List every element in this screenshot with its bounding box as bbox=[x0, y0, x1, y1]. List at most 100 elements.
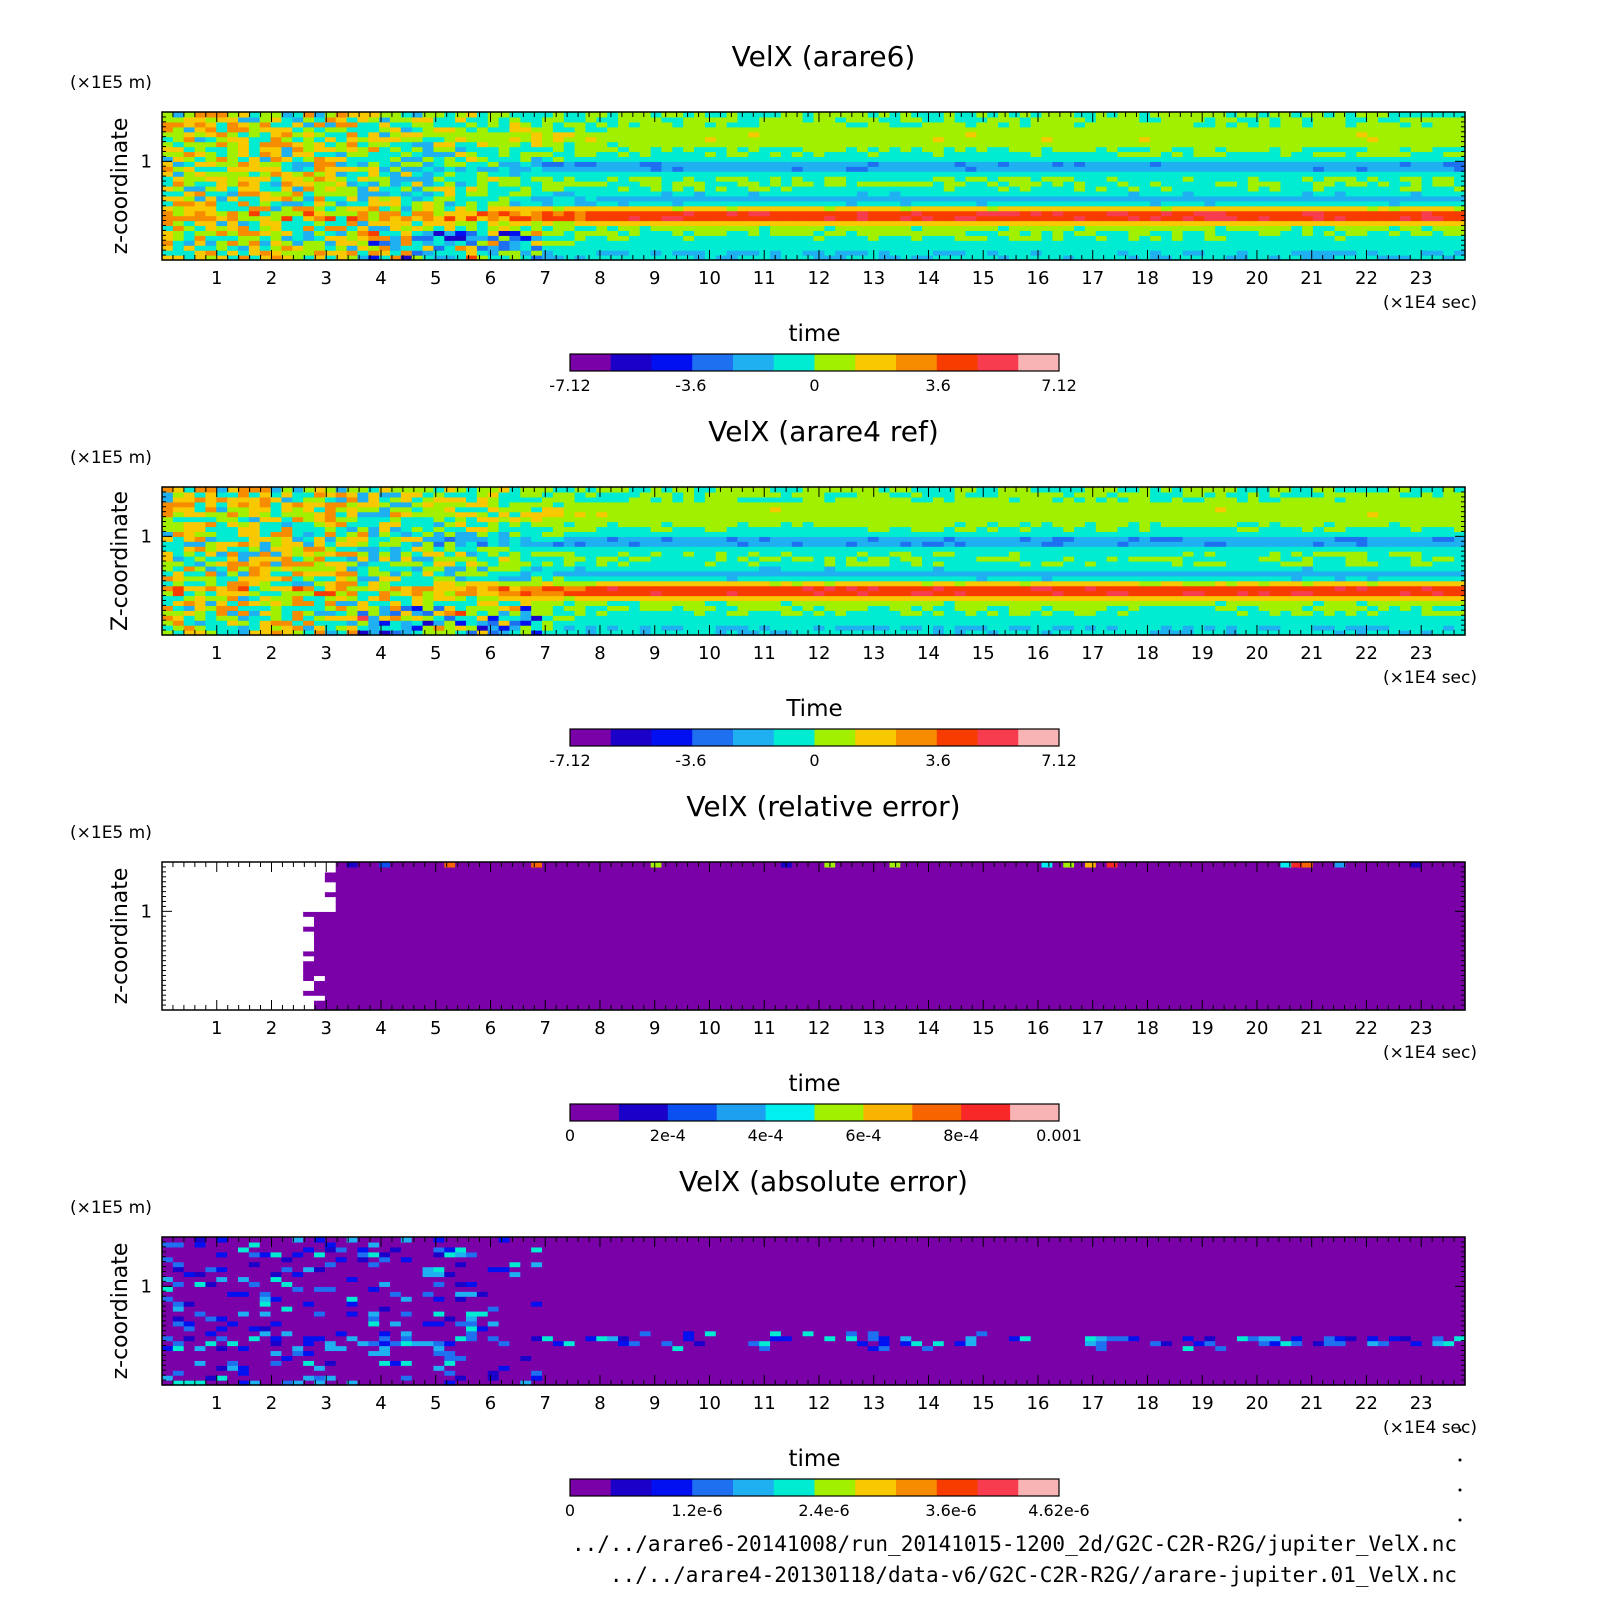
x-tick-label: 17 bbox=[1081, 643, 1104, 664]
x-tick-label: 16 bbox=[1027, 268, 1050, 289]
x-tick-label: 18 bbox=[1136, 1018, 1159, 1039]
x-tick-label: 7 bbox=[540, 1393, 551, 1414]
x-tick-label: 14 bbox=[917, 1393, 940, 1414]
x-tick-label: 22 bbox=[1355, 1018, 1378, 1039]
x-tick-label: 8 bbox=[594, 268, 605, 289]
colorbar-label: -7.12 bbox=[549, 376, 590, 395]
colorbar-swatch bbox=[936, 729, 978, 746]
colorbar-label: 0 bbox=[809, 751, 819, 770]
colorbar: -7.12 -3.6 0 3.6 7.12 bbox=[549, 728, 1077, 770]
x-tick-label: 19 bbox=[1191, 1393, 1214, 1414]
x-tick-label: 2 bbox=[266, 1393, 277, 1414]
colorbar-label: 0.001 bbox=[1036, 1126, 1082, 1145]
colorbar-label: 4e-4 bbox=[748, 1126, 784, 1145]
x-tick-label: 17 bbox=[1081, 1393, 1104, 1414]
x-tick-label: 15 bbox=[972, 643, 995, 664]
x-tick-label: 5 bbox=[430, 1018, 441, 1039]
colorbar-label: -3.6 bbox=[675, 376, 706, 395]
file-path-2: ../../arare4-20130118/data-v6/G2C-C2R-R2… bbox=[609, 1563, 1457, 1587]
x-tick-label: 20 bbox=[1246, 268, 1269, 289]
colorbar-swatch bbox=[651, 354, 693, 371]
x-tick-label: 6 bbox=[485, 1393, 496, 1414]
x-tick-label: 12 bbox=[808, 643, 831, 664]
axis-ticks bbox=[161, 486, 1466, 636]
colorbar-swatch bbox=[773, 1479, 815, 1496]
colorbar-swatch bbox=[570, 729, 612, 746]
x-unit-label: (×1E4 sec) bbox=[1383, 1043, 1477, 1063]
colorbar-swatch bbox=[1018, 354, 1060, 371]
x-tick-label: 11 bbox=[753, 643, 776, 664]
x-tick-label: 15 bbox=[972, 1393, 995, 1414]
x-tick-label: 11 bbox=[753, 268, 776, 289]
x-tick-label: 23 bbox=[1410, 1393, 1433, 1414]
x-tick-label: 8 bbox=[594, 1393, 605, 1414]
x-tick-label: 13 bbox=[862, 643, 885, 664]
x-tick-label: 9 bbox=[649, 643, 660, 664]
marker-dot bbox=[1458, 1428, 1462, 1432]
colorbar-swatch bbox=[773, 354, 815, 371]
y-tick-label: 1 bbox=[141, 526, 152, 547]
x-tick-label: 17 bbox=[1081, 268, 1104, 289]
x-tick-label: 7 bbox=[540, 643, 551, 664]
colorbar: 0 1.2e-6 2.4e-6 3.6e-6 4.62e-6 bbox=[565, 1478, 1090, 1520]
x-tick-label: 8 bbox=[594, 1018, 605, 1039]
y-axis-label: z-coordinate bbox=[108, 118, 133, 255]
y-axis-label: Z-coordinate bbox=[108, 491, 133, 631]
chart-title-1: VelX (arare6) bbox=[732, 40, 916, 73]
x-tick-label: 12 bbox=[808, 1018, 831, 1039]
x-tick-label: 8 bbox=[594, 643, 605, 664]
x-tick-label: 1 bbox=[211, 1393, 222, 1414]
colorbar-swatch bbox=[814, 354, 856, 371]
heatmap-cells bbox=[162, 1237, 1466, 1386]
x-tick-label: 1 bbox=[211, 268, 222, 289]
colorbar-label: 2.4e-6 bbox=[798, 1501, 849, 1520]
colorbar-swatch bbox=[936, 354, 978, 371]
x-tick-label: 10 bbox=[698, 1018, 721, 1039]
x-tick-label: 17 bbox=[1081, 1018, 1104, 1039]
heatmap-cells bbox=[162, 487, 1466, 636]
colorbar-label: 4.62e-6 bbox=[1028, 1501, 1089, 1520]
colorbar-swatch bbox=[1018, 1479, 1060, 1496]
x-unit-label: (×1E4 sec) bbox=[1383, 668, 1477, 688]
colorbar-swatch bbox=[733, 354, 775, 371]
x-tick-label: 3 bbox=[321, 268, 332, 289]
x-tick-label: 1 bbox=[211, 1018, 222, 1039]
x-tick-label: 16 bbox=[1027, 643, 1050, 664]
colorbar-swatch bbox=[610, 1479, 652, 1496]
colorbar-label: 1.2e-6 bbox=[671, 1501, 722, 1520]
x-tick-label: 14 bbox=[917, 643, 940, 664]
x-tick-label: 6 bbox=[485, 643, 496, 664]
x-tick-label: 11 bbox=[753, 1393, 776, 1414]
colorbar: 0 2e-4 4e-4 6e-4 8e-4 0.001 bbox=[565, 1103, 1082, 1145]
colorbar-label: 0 bbox=[565, 1501, 575, 1520]
colorbar-swatch bbox=[814, 1479, 856, 1496]
x-tick-label: 19 bbox=[1191, 1018, 1214, 1039]
colorbar-swatch bbox=[651, 1479, 693, 1496]
x-tick-label: 22 bbox=[1355, 1393, 1378, 1414]
x-tick-label: 20 bbox=[1246, 643, 1269, 664]
colorbar-label: 7.12 bbox=[1041, 376, 1077, 395]
x-tick-label: 6 bbox=[485, 268, 496, 289]
y-unit-label: (×1E5 m) bbox=[70, 73, 152, 93]
colorbar-swatch bbox=[863, 1104, 913, 1121]
x-tick-label: 23 bbox=[1410, 268, 1433, 289]
x-tick-label: 5 bbox=[430, 268, 441, 289]
x-axis-label: Time bbox=[785, 696, 842, 722]
x-tick-label: 12 bbox=[808, 1393, 831, 1414]
x-tick-label: 13 bbox=[862, 1018, 885, 1039]
colorbar-swatch bbox=[667, 1104, 718, 1121]
x-tick-label: 9 bbox=[649, 1018, 660, 1039]
marker-dot bbox=[1458, 1488, 1462, 1492]
panel-4: VelX (absolute error) (×1E5 m) z-coordinat… bbox=[70, 1165, 1477, 1520]
x-tick-label: 9 bbox=[649, 268, 660, 289]
x-tick-label: 3 bbox=[321, 1393, 332, 1414]
x-tick-label: 20 bbox=[1246, 1393, 1269, 1414]
chart-title-2: VelX (arare4 ref) bbox=[708, 415, 939, 448]
x-tick-label: 21 bbox=[1300, 1018, 1323, 1039]
colorbar-swatch bbox=[733, 729, 775, 746]
y-unit-label: (×1E5 m) bbox=[70, 823, 152, 843]
x-tick-label: 21 bbox=[1300, 643, 1323, 664]
x-tick-label: 3 bbox=[321, 643, 332, 664]
x-tick-label: 2 bbox=[266, 1018, 277, 1039]
